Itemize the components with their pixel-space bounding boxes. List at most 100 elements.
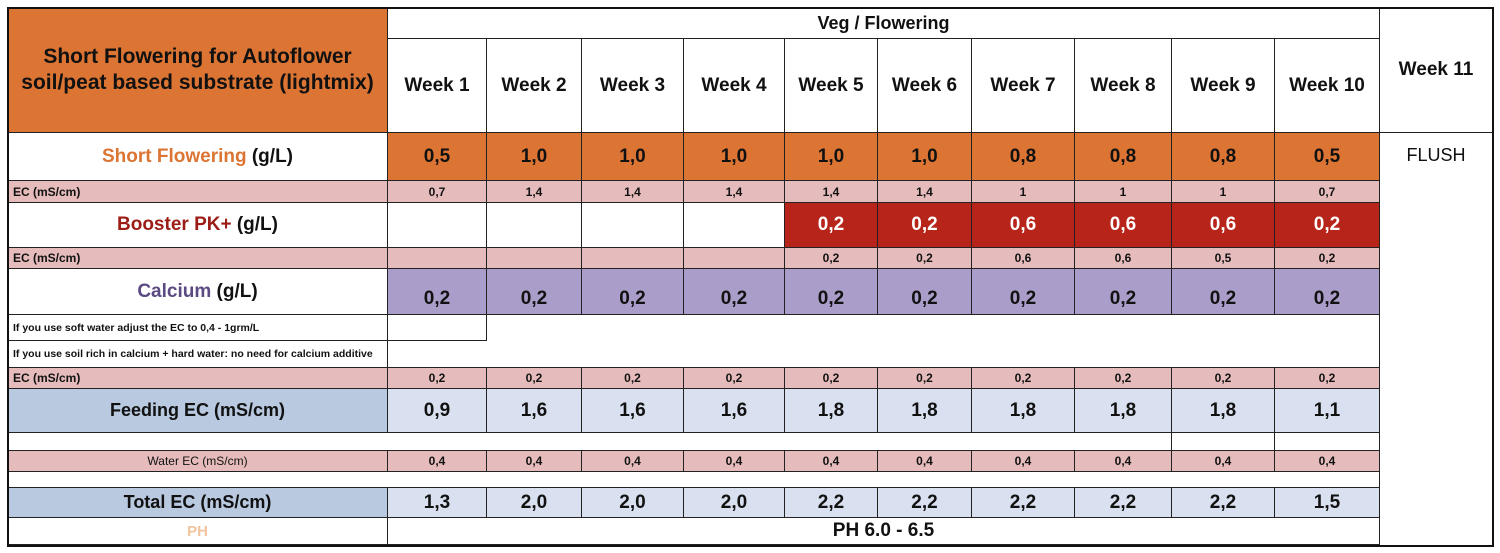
ec-value: 1,4 xyxy=(878,181,972,203)
calcium-value: 0,2 xyxy=(878,269,972,315)
ec-value: 0,2 xyxy=(582,368,684,389)
ec-value: 0,2 xyxy=(878,248,972,269)
water-ec-value: 0,4 xyxy=(1275,451,1380,472)
week-header: Week 9 xyxy=(1172,39,1275,133)
total-ec-value: 2,2 xyxy=(785,488,878,518)
feeding-ec-value: 1,6 xyxy=(684,389,785,433)
ec-value: 0,2 xyxy=(1172,368,1275,389)
booster-name: Booster PK+ xyxy=(117,214,232,235)
short-flowering-value: 0,8 xyxy=(972,133,1075,181)
ec-value: 0,2 xyxy=(972,368,1075,389)
spacer-row xyxy=(8,433,1172,451)
booster-value: 0,2 xyxy=(1275,203,1380,248)
ec-value xyxy=(487,248,582,269)
calcium-value: 0,2 xyxy=(1172,269,1275,315)
total-ec-value: 1,5 xyxy=(1275,488,1380,518)
calcium-value: 0,2 xyxy=(785,269,878,315)
soft-water-note: If you use soft water adjust the EC to 0… xyxy=(8,315,388,341)
calcium-value: 0,2 xyxy=(582,269,684,315)
water-ec-value: 0,4 xyxy=(972,451,1075,472)
ec-value: 1 xyxy=(1075,181,1172,203)
booster-value xyxy=(582,203,684,248)
hard-water-note: If you use soil rich in calcium + hard w… xyxy=(8,341,388,368)
week-header: Week 11 xyxy=(1380,8,1493,133)
booster-value xyxy=(388,203,487,248)
total-ec-value: 2,2 xyxy=(972,488,1075,518)
short-flowering-value: 1,0 xyxy=(582,133,684,181)
ec-value xyxy=(684,248,785,269)
booster-value xyxy=(684,203,785,248)
short-flowering-value: 0,5 xyxy=(388,133,487,181)
feeding-ec-value: 1,8 xyxy=(972,389,1075,433)
calcium-unit: (g/L) xyxy=(216,281,258,302)
feeding-ec-value: 1,8 xyxy=(785,389,878,433)
ec-value: 0,5 xyxy=(1172,248,1275,269)
calcium-value: 0,2 xyxy=(1275,269,1380,315)
ec-value: 1 xyxy=(1172,181,1275,203)
total-ec-value: 2,2 xyxy=(1075,488,1172,518)
week-header: Week 1 xyxy=(388,39,487,133)
total-ec-value: 2,0 xyxy=(582,488,684,518)
water-ec-value: 0,4 xyxy=(487,451,582,472)
ec-value: 0,2 xyxy=(878,368,972,389)
phase-header: Veg / Flowering xyxy=(388,8,1380,39)
feeding-ec-value: 1,8 xyxy=(1075,389,1172,433)
ec-value: 0,6 xyxy=(972,248,1075,269)
water-ec-value: 0,4 xyxy=(684,451,785,472)
booster-value: 0,2 xyxy=(785,203,878,248)
water-ec-label: Water EC (mS/cm) xyxy=(8,451,388,472)
water-ec-value: 0,4 xyxy=(785,451,878,472)
feeding-ec-value: 0,9 xyxy=(388,389,487,433)
short-flowering-value: 0,8 xyxy=(1075,133,1172,181)
short-flowering-value: 1,0 xyxy=(785,133,878,181)
total-ec-value: 2,2 xyxy=(878,488,972,518)
total-ec-value: 2,2 xyxy=(1172,488,1275,518)
table-title: Short Flowering for Autoflower soil/peat… xyxy=(8,8,388,133)
short-flowering-name: Short Flowering xyxy=(101,145,247,167)
ec-label: EC (mS/cm) xyxy=(8,368,388,389)
ec-label: EC (mS/cm) xyxy=(8,181,388,203)
calcium-value: 0,2 xyxy=(972,269,1075,315)
booster-value xyxy=(487,203,582,248)
ec-value: 0,7 xyxy=(1275,181,1380,203)
booster-value: 0,6 xyxy=(1075,203,1172,248)
booster-label: Booster PK+ (g/L) xyxy=(8,203,388,248)
short-flowering-value: 1,0 xyxy=(487,133,582,181)
total-ec-value: 2,0 xyxy=(684,488,785,518)
water-ec-value: 0,4 xyxy=(878,451,972,472)
ec-value: 0,2 xyxy=(785,368,878,389)
calcium-name: Calcium xyxy=(137,281,212,302)
ec-value: 1 xyxy=(972,181,1075,203)
ph-range: PH 6.0 - 6.5 xyxy=(388,518,1380,545)
feeding-ec-value: 1,6 xyxy=(487,389,582,433)
week-header: Week 6 xyxy=(878,39,972,133)
calcium-value: 0,2 xyxy=(388,269,487,315)
feeding-ec-value: 1,6 xyxy=(582,389,684,433)
ec-value: 1,4 xyxy=(582,181,684,203)
note-spacer xyxy=(388,315,487,341)
flush-label: FLUSH xyxy=(1380,133,1493,545)
total-ec-value: 1,3 xyxy=(388,488,487,518)
ec-value: 0,2 xyxy=(684,368,785,389)
water-ec-value: 0,4 xyxy=(582,451,684,472)
spacer-row xyxy=(1172,433,1275,451)
spacer-row xyxy=(1275,433,1380,451)
ec-value: 0,2 xyxy=(1275,248,1380,269)
short-flowering-value: 1,0 xyxy=(684,133,785,181)
water-ec-value: 0,4 xyxy=(1172,451,1275,472)
calcium-value: 0,2 xyxy=(487,269,582,315)
water-ec-value: 0,4 xyxy=(1075,451,1172,472)
ec-value xyxy=(582,248,684,269)
feeding-ec-value: 1,8 xyxy=(878,389,972,433)
calcium-value: 0,2 xyxy=(684,269,785,315)
ec-value: 0,2 xyxy=(1075,368,1172,389)
week-header: Week 5 xyxy=(785,39,878,133)
note-spacer xyxy=(487,315,1380,341)
week-header: Week 2 xyxy=(487,39,582,133)
calcium-value: 0,2 xyxy=(1075,269,1172,315)
note-spacer xyxy=(388,341,1380,368)
feeding-ec-value: 1,1 xyxy=(1275,389,1380,433)
water-ec-value: 0,4 xyxy=(388,451,487,472)
week-header: Week 4 xyxy=(684,39,785,133)
total-ec-value: 2,0 xyxy=(487,488,582,518)
